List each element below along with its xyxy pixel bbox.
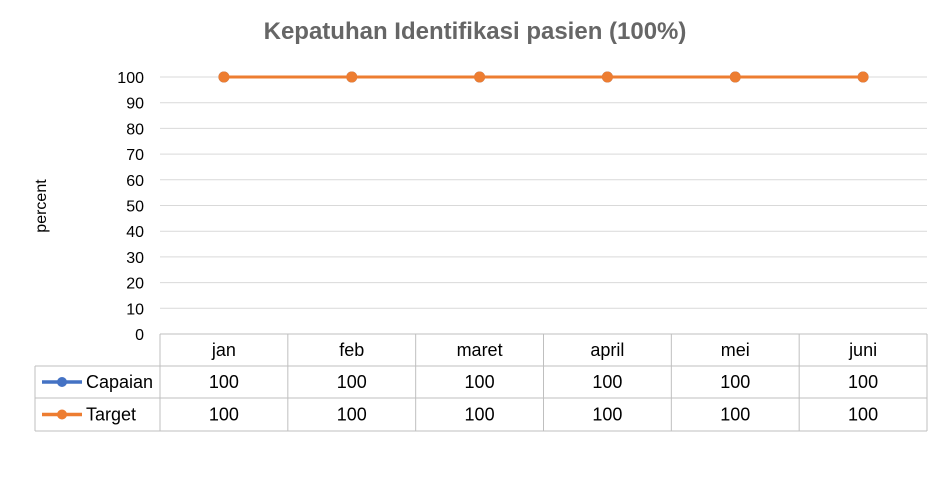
data-label: 100 [848, 405, 878, 425]
y-tick-label: 30 [126, 250, 144, 267]
y-tick-label: 60 [126, 173, 144, 190]
data-label: 100 [848, 372, 878, 392]
series-lines [218, 71, 869, 83]
y-axis-ticks: 0 10 20 30 40 50 60 70 80 90 100 [117, 70, 144, 344]
data-point [474, 71, 486, 83]
data-label: 100 [209, 372, 239, 392]
x-tick-label: feb [339, 340, 364, 360]
data-label: 100 [337, 405, 367, 425]
data-label: 100 [720, 405, 750, 425]
y-tick-label: 0 [135, 327, 144, 344]
data-point [601, 71, 613, 83]
legend-marker [57, 409, 67, 420]
data-label: 100 [465, 405, 495, 425]
y-tick-label: 80 [126, 121, 144, 138]
y-tick-label: 100 [117, 70, 144, 87]
gridlines [160, 76, 927, 335]
y-tick-label: 90 [126, 96, 144, 113]
data-label: 100 [337, 372, 367, 392]
y-tick-label: 70 [126, 147, 144, 164]
data-table: jan feb maret april mei juni Capaian 100 100 100 1… [34, 333, 928, 432]
y-tick-label: 20 [126, 276, 144, 293]
legend-marker [57, 377, 67, 387]
chart-title: Kepatuhan Identifikasi pasien (100%) [263, 18, 687, 45]
data-point [857, 71, 869, 83]
data-point [729, 71, 741, 83]
data-label: 100 [720, 372, 750, 392]
data-point [218, 71, 230, 83]
legend-label: Capaian [86, 372, 153, 392]
data-label: 100 [592, 372, 622, 392]
x-tick-label: april [590, 340, 624, 360]
data-label: 100 [592, 405, 622, 425]
data-label: 100 [465, 372, 495, 392]
y-tick-label: 50 [126, 199, 144, 216]
x-tick-label: maret [457, 340, 503, 360]
y-tick-label: 10 [126, 301, 144, 318]
x-tick-label: jan [211, 340, 236, 360]
x-tick-label: juni [848, 340, 877, 360]
legend-label: Target [86, 405, 136, 425]
data-label: 100 [209, 405, 239, 425]
x-tick-label: mei [721, 340, 750, 360]
y-tick-label: 40 [126, 224, 144, 241]
data-point [346, 71, 358, 83]
